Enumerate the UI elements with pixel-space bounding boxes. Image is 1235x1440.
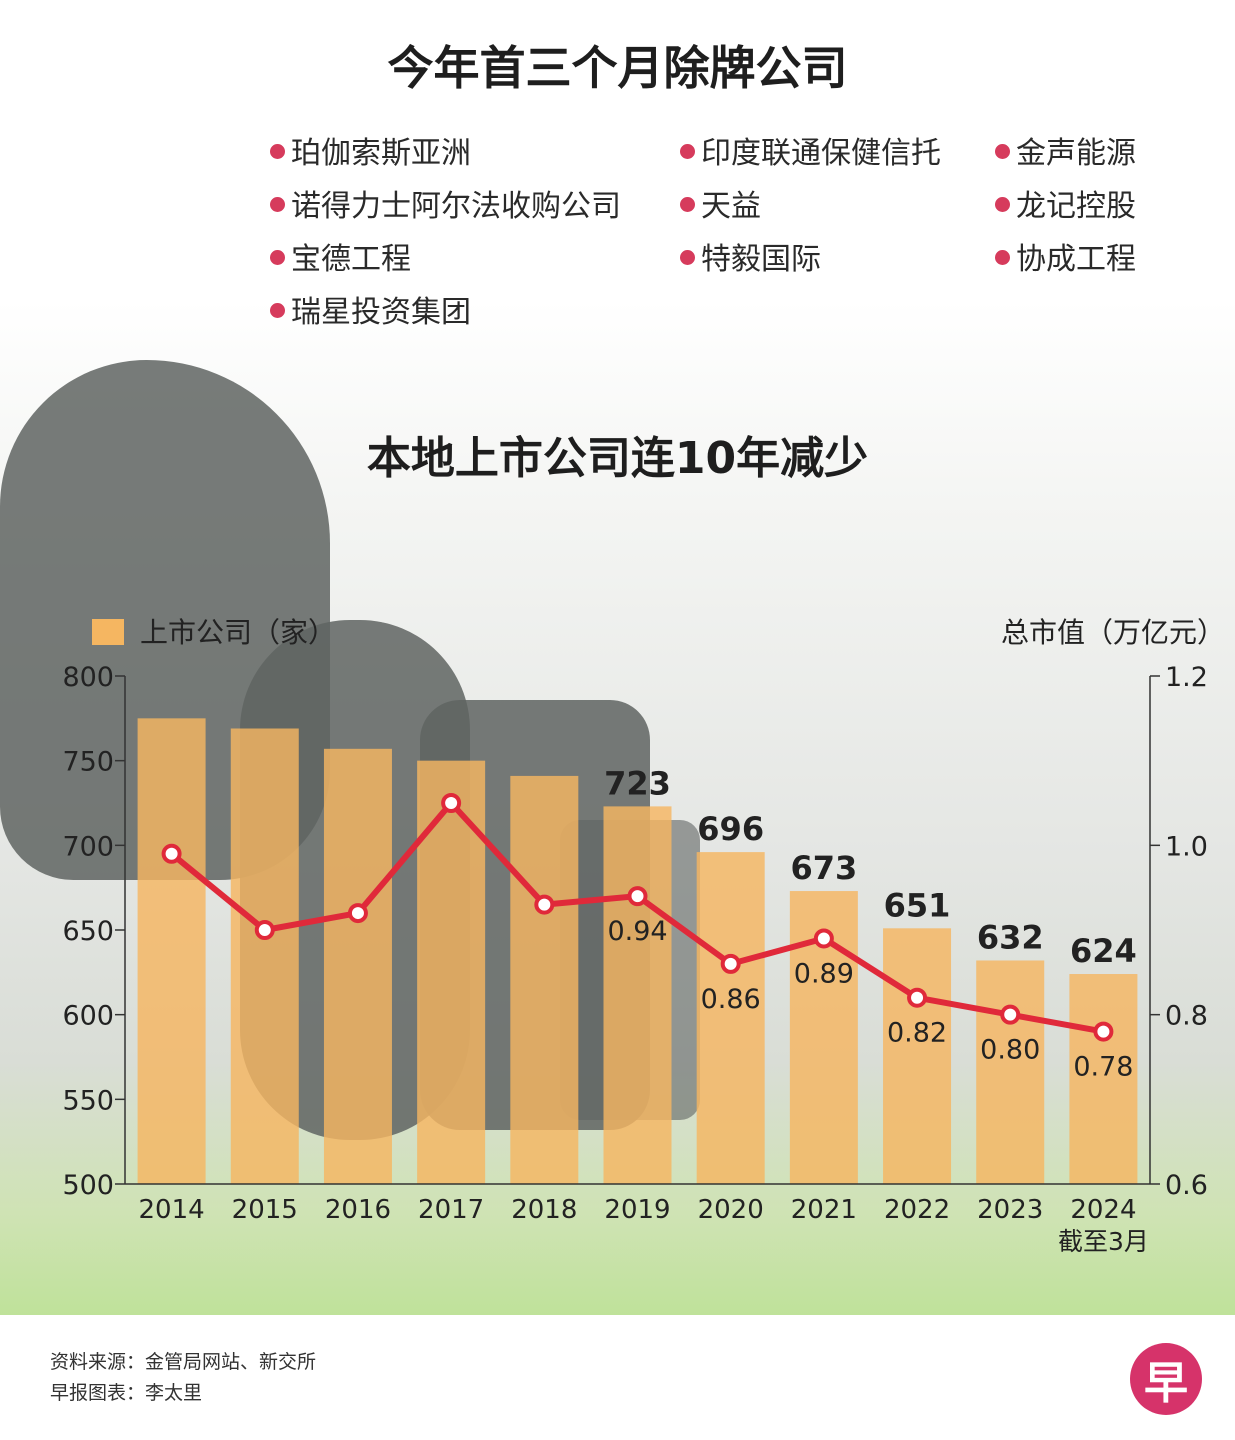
x-tick-label: 2014 <box>139 1195 205 1225</box>
credit-note: 早报图表：李太里 <box>50 1382 203 1404</box>
bar <box>510 775 579 1184</box>
company-name: 天益 <box>701 189 761 224</box>
bullet-dot-icon <box>995 250 1010 265</box>
line-data-label: 0.78 <box>1073 1052 1133 1083</box>
bar <box>976 960 1045 1184</box>
line-data-label: 0.89 <box>794 958 854 989</box>
bar-data-label: 651 <box>884 886 951 924</box>
line-point <box>441 793 462 813</box>
y-tick-label: 500 <box>62 1170 114 1201</box>
x-tick-label: 2022 <box>884 1195 950 1225</box>
footer <box>0 1315 1235 1440</box>
company-name: 印度联通保健信托 <box>701 136 941 171</box>
bullet-dot-icon <box>270 144 285 159</box>
y-tick-label: 750 <box>62 747 114 778</box>
line-point <box>720 953 741 974</box>
y2-tick-label: 0.8 <box>1165 1001 1208 1032</box>
y-tick-label: 550 <box>62 1085 114 1116</box>
y2-axis-title: 总市值（万亿元） <box>1001 616 1225 649</box>
bar <box>696 852 765 1184</box>
list-item: 金声能源 <box>995 128 1136 172</box>
bar <box>1069 974 1138 1184</box>
x-tick-label: 2015 <box>232 1195 298 1225</box>
bullet-dot-icon <box>680 250 695 265</box>
list-item: 协成工程 <box>995 234 1136 278</box>
company-name: 宝德工程 <box>291 242 411 277</box>
line-point <box>534 894 555 915</box>
bar <box>230 728 299 1184</box>
legend-label: 上市公司（家） <box>140 616 336 649</box>
line-data-label: 0.86 <box>701 984 761 1015</box>
bar <box>883 928 952 1184</box>
line-data-label: 0.80 <box>980 1035 1040 1066</box>
line-point <box>627 886 648 907</box>
bullet-dot-icon <box>995 197 1010 212</box>
company-name: 珀伽索斯亚洲 <box>291 136 471 171</box>
zaobao-logo: 早 <box>1130 1343 1202 1415</box>
line-data-label: 0.94 <box>607 916 667 947</box>
bar-data-label: 723 <box>604 764 671 802</box>
y2-tick-label: 0.6 <box>1165 1170 1208 1201</box>
list-item: 特毅国际 <box>680 234 821 278</box>
legend-swatch <box>92 619 124 645</box>
list-item: 珀伽索斯亚洲 <box>270 128 471 172</box>
x-tick-label: 2016 <box>325 1195 391 1225</box>
y2-tick-label: 1.2 <box>1165 662 1208 693</box>
chart-title: 本地上市公司连10年减少 <box>366 433 869 484</box>
x-tick-label: 2021 <box>791 1195 857 1225</box>
line-data-label: 0.82 <box>887 1018 947 1049</box>
line-point <box>161 843 182 864</box>
company-name: 诺得力士阿尔法收购公司 <box>291 189 621 224</box>
bullet-dot-icon <box>270 250 285 265</box>
company-name: 金声能源 <box>1016 136 1136 171</box>
bar-data-label: 624 <box>1070 932 1137 970</box>
line-point <box>907 987 928 1008</box>
list-item: 天益 <box>680 181 761 225</box>
x-tick-label: 2020 <box>698 1195 764 1225</box>
x-tick-label: 2019 <box>604 1195 670 1225</box>
line-point <box>1093 1021 1114 1042</box>
bullet-dot-icon <box>270 197 285 212</box>
line-point <box>347 903 368 924</box>
x-tick-label: 2018 <box>511 1195 577 1225</box>
y2-tick-label: 1.0 <box>1165 831 1208 862</box>
line-point <box>813 928 834 949</box>
list-item: 诺得力士阿尔法收购公司 <box>270 181 621 225</box>
y-tick-label: 700 <box>62 831 114 862</box>
bullet-dot-icon <box>270 303 285 318</box>
bar <box>417 760 486 1184</box>
combo-chart: 上市公司（家） 总市值（万亿元） 800 750 700 650 600 550 500 1.2 1… <box>62 616 1225 1256</box>
company-name: 瑞星投资集团 <box>291 295 471 330</box>
main-title: 今年首三个月除牌公司 <box>387 41 848 95</box>
bar-data-label: 632 <box>977 918 1044 956</box>
bar <box>603 806 672 1184</box>
company-name: 协成工程 <box>1016 242 1136 277</box>
y-tick-label: 800 <box>62 662 114 693</box>
bar <box>137 718 206 1184</box>
list-item: 印度联通保健信托 <box>680 128 941 172</box>
company-name: 特毅国际 <box>701 242 821 277</box>
company-name: 龙记控股 <box>1016 189 1136 224</box>
line-point <box>254 920 275 940</box>
list-item: 龙记控股 <box>995 181 1136 225</box>
x-tick-label: 2024 <box>1070 1195 1136 1225</box>
bar <box>323 748 392 1184</box>
bullet-dot-icon <box>680 197 695 212</box>
line-point <box>1000 1004 1021 1025</box>
bar-data-label: 673 <box>790 849 857 887</box>
bar-data-label: 696 <box>697 810 764 848</box>
bullet-dot-icon <box>995 144 1010 159</box>
x-tick-note: 截至3月 <box>1058 1227 1149 1256</box>
source-note: 资料来源：金管局网站、新交所 <box>50 1351 317 1373</box>
x-tick-label: 2023 <box>977 1195 1043 1225</box>
y-tick-label: 650 <box>62 916 114 947</box>
list-item: 瑞星投资集团 <box>270 287 471 331</box>
list-item: 宝德工程 <box>270 234 411 278</box>
y-tick-label: 600 <box>62 1001 114 1032</box>
x-tick-label: 2017 <box>418 1195 484 1225</box>
bullet-dot-icon <box>680 144 695 159</box>
